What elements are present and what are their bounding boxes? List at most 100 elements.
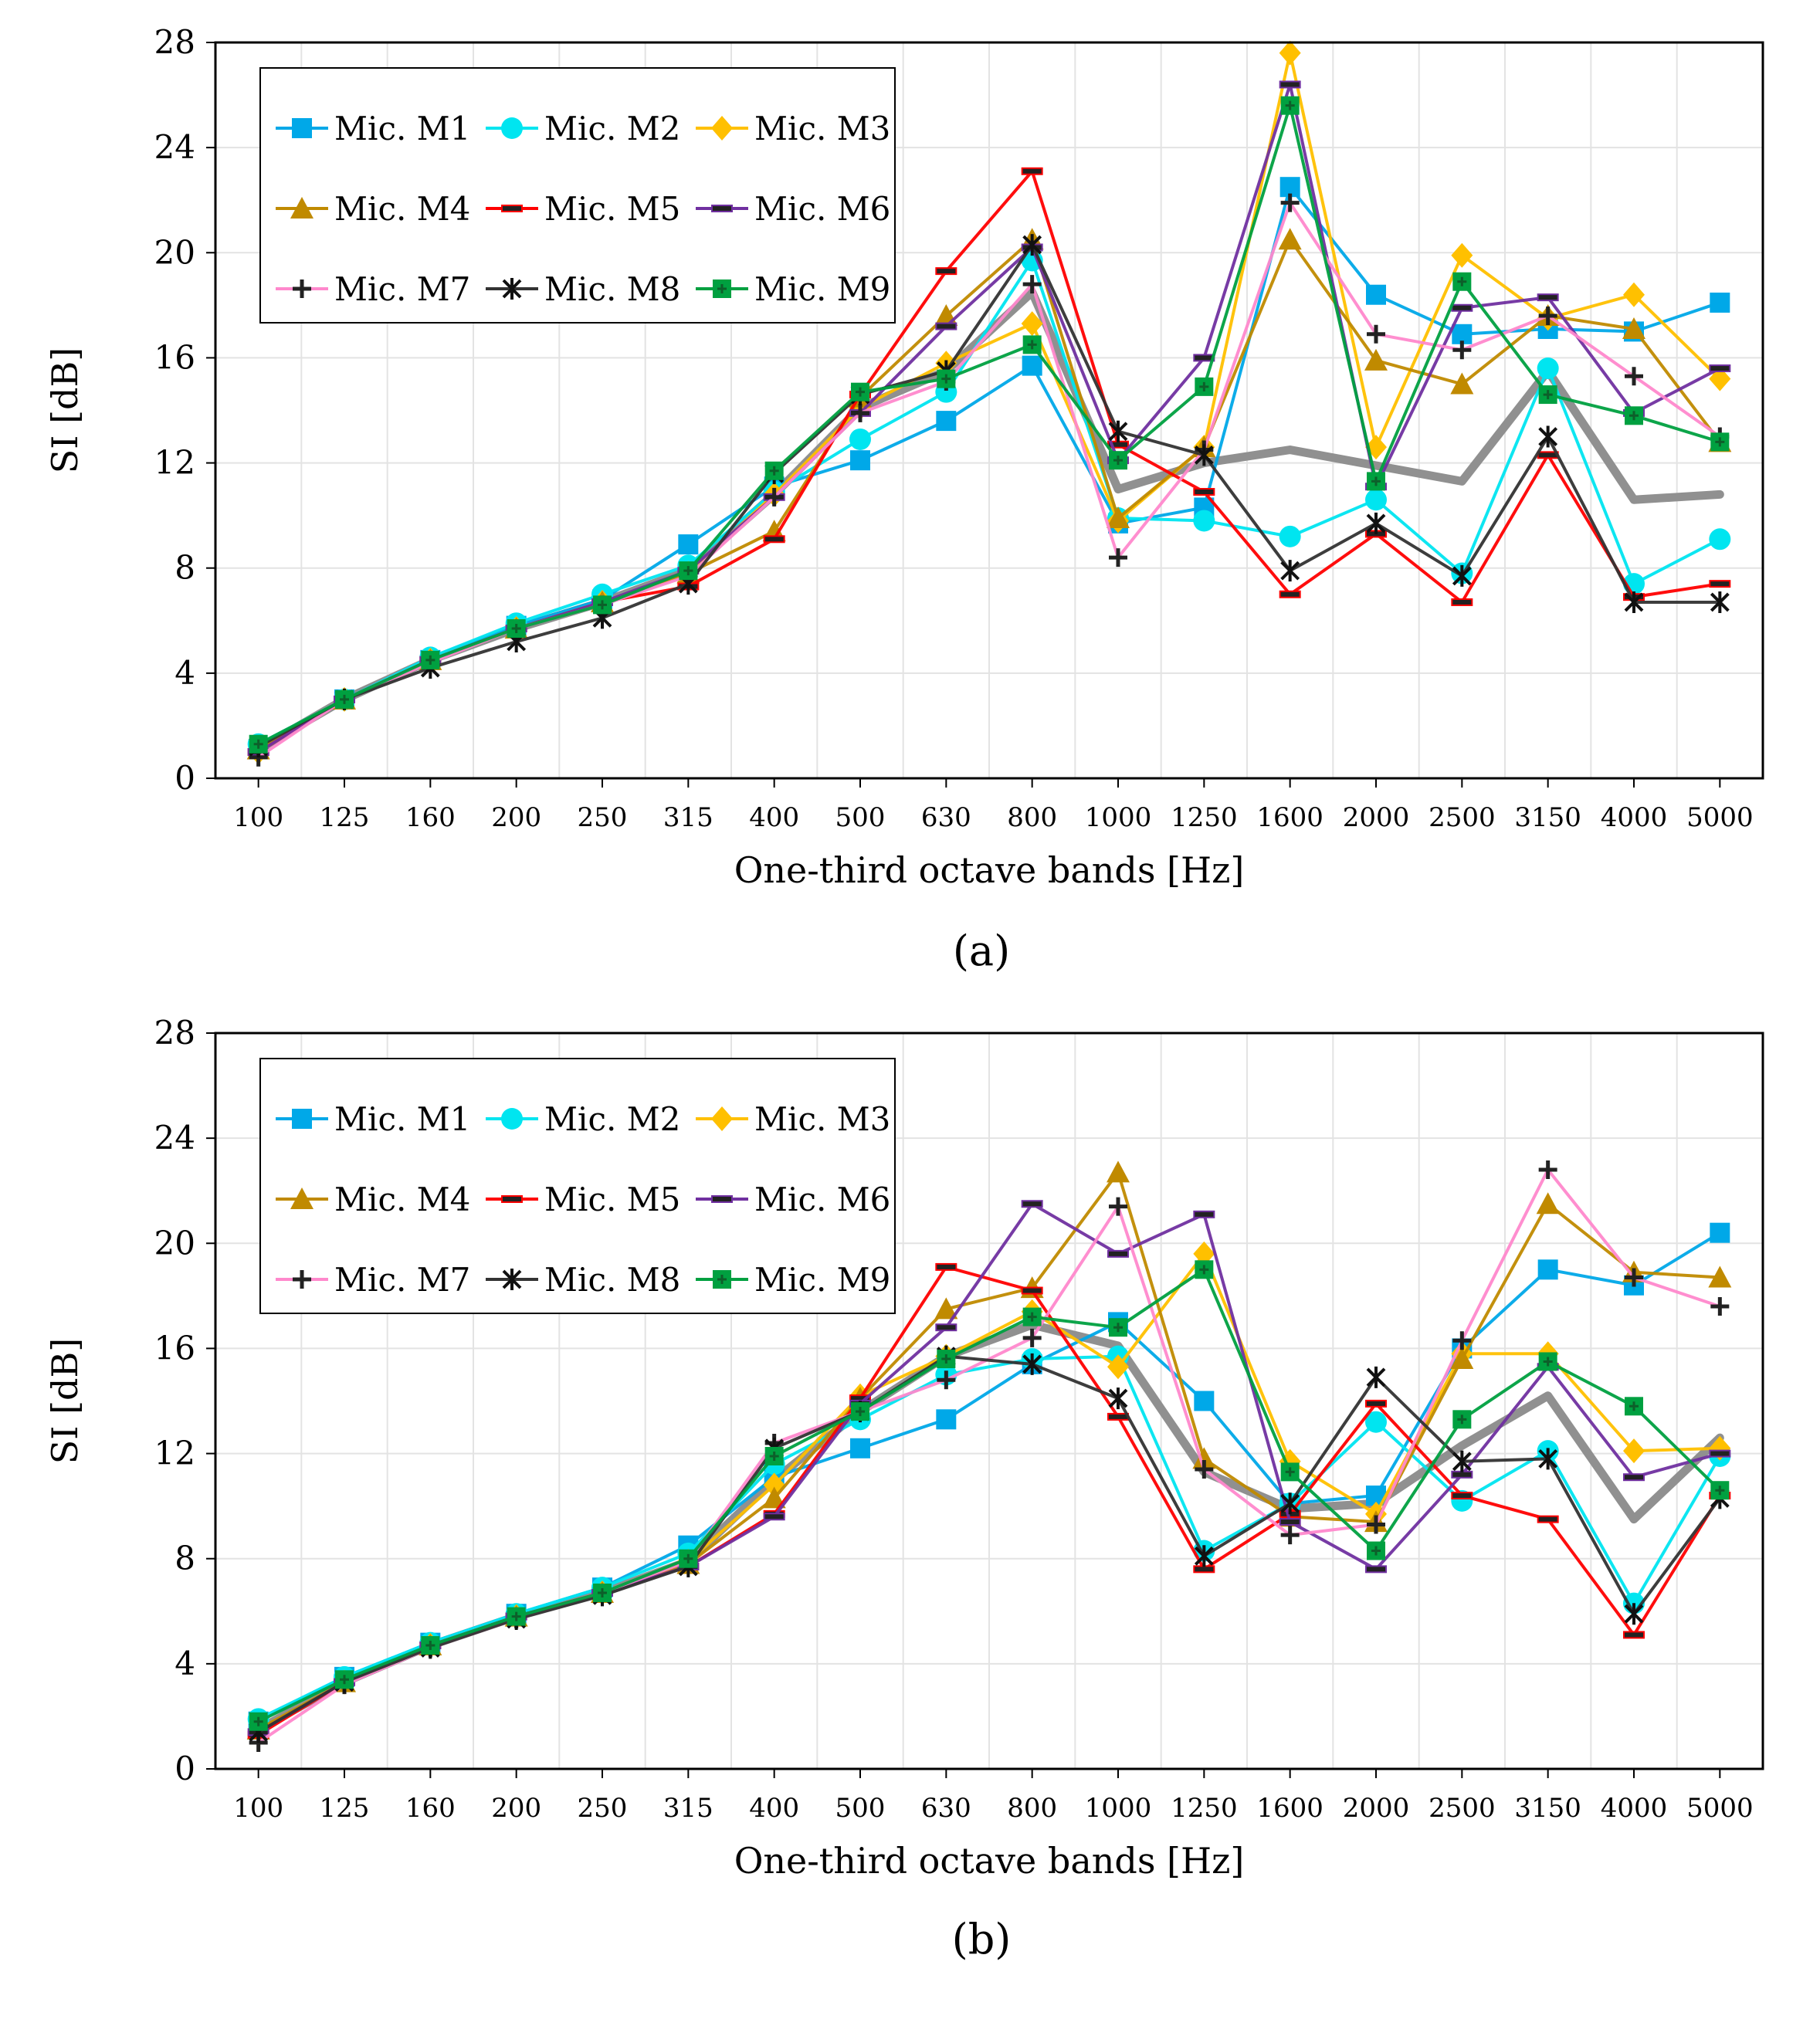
x-tick-label: 315: [663, 802, 713, 833]
legend-swatch-marker: [711, 1106, 733, 1131]
data-point: [1709, 1449, 1731, 1458]
data-point-glyph: [1371, 476, 1381, 486]
x-tick-label: 160: [405, 802, 456, 833]
legend-entry: Mic. M8: [486, 1261, 680, 1299]
y-axis: 0 4 8 12 16 20 24 28: [154, 1014, 215, 1787]
legend-swatch-marker: [501, 205, 523, 212]
data-point: [937, 1370, 956, 1390]
y-tick-label: 20: [154, 1224, 195, 1262]
x-tick-label: 400: [749, 802, 799, 833]
data-point: [1107, 1160, 1130, 1183]
data-point: [1022, 234, 1042, 256]
data-point: [1021, 311, 1043, 337]
legend-swatch-marker: [711, 1195, 733, 1203]
y-axis-title: SI [dB]: [44, 347, 86, 473]
data-point: [1708, 1265, 1732, 1288]
data-point: [1623, 1631, 1645, 1639]
series-line: [256, 103, 1722, 746]
data-point-glyph: [941, 374, 951, 384]
panel-caption: (a): [953, 927, 1010, 975]
x-tick-label: 500: [835, 802, 886, 833]
data-point: [1279, 590, 1301, 598]
legend-swatch-marker: [290, 1187, 314, 1209]
legend-entry: Mic. M8: [486, 270, 680, 308]
data-point: [1452, 564, 1472, 587]
data-point-glyph: [1629, 411, 1639, 421]
y-axis-title: SI [dB]: [44, 1338, 86, 1464]
y-tick-label: 4: [175, 1645, 195, 1682]
legend-label: Mic. M2: [544, 110, 680, 147]
data-point: [1625, 1268, 1643, 1287]
x-tick-label: 4000: [1601, 1793, 1668, 1824]
x-tick-label: 100: [233, 1793, 283, 1824]
y-tick-label: 12: [154, 1435, 195, 1472]
data-point: [1366, 1366, 1386, 1388]
x-tick-label: 630: [921, 1793, 971, 1824]
legend-swatch-marker: [711, 205, 733, 212]
data-point: [1623, 282, 1645, 307]
data-point: [1194, 1391, 1215, 1411]
legend-swatch-marker: [293, 280, 311, 298]
data-point: [851, 403, 869, 422]
chart-panel-b: 0 4 8 12 16 20 24 28 100 125 160 200 250 315 400 500 630…: [44, 1014, 1764, 1963]
y-tick-label: 24: [154, 128, 195, 166]
data-point-glyph: [511, 1611, 521, 1621]
legend-label: Mic. M6: [754, 1181, 890, 1218]
data-point: [1195, 1459, 1214, 1479]
data-point: [1451, 242, 1473, 268]
series-mic-m9: [249, 1260, 1730, 1731]
data-point: [1538, 1160, 1557, 1179]
data-point-glyph: [1543, 1357, 1553, 1367]
data-point-glyph: [1285, 1467, 1295, 1477]
data-point: [1452, 1450, 1472, 1472]
data-point: [1021, 167, 1043, 175]
legend-entry: Mic. M3: [696, 1100, 890, 1138]
legend-entry: Mic. M1: [276, 110, 470, 147]
plot-frame: [214, 41, 1764, 780]
data-point: [849, 428, 871, 450]
legend-swatch-marker: [502, 1269, 522, 1290]
data-point: [1623, 1473, 1645, 1482]
x-tick-label: 630: [921, 802, 971, 833]
x-tick-label: 4000: [1601, 802, 1668, 833]
data-point: [936, 411, 957, 432]
data-point-glyph: [598, 1587, 607, 1597]
data-point: [1625, 367, 1643, 386]
data-point: [1278, 228, 1302, 250]
series-line: [256, 185, 1722, 751]
data-point-glyph: [1113, 456, 1123, 466]
series-line: [256, 1268, 1722, 1723]
legend-entry: Mic. M9: [696, 270, 890, 308]
data-point-glyph: [1285, 100, 1295, 110]
panel-caption: (b): [952, 1915, 1012, 1963]
x-tick-label: 1000: [1085, 802, 1152, 833]
data-point: [1280, 1492, 1300, 1515]
legend-swatch-marker: [502, 278, 522, 300]
data-point: [762, 1486, 786, 1509]
legend-entry: Mic. M7: [276, 1261, 470, 1299]
legend-swatch-marker: [292, 118, 312, 138]
data-point: [1022, 275, 1042, 294]
legend-label: Mic. M5: [544, 190, 680, 228]
legend-label: Mic. M4: [334, 1181, 470, 1218]
y-tick-label: 16: [154, 1329, 195, 1367]
data-point: [1194, 1545, 1214, 1567]
legend-label: Mic. M9: [754, 270, 890, 308]
x-tick-label: 125: [320, 802, 370, 833]
legend-swatch-marker-glyph: [717, 1275, 727, 1284]
legend-label: Mic. M6: [754, 190, 890, 228]
legend-entry: Mic. M9: [696, 1261, 890, 1299]
x-tick-label: 200: [491, 802, 541, 833]
legend-label: Mic. M1: [334, 110, 470, 147]
data-point: [1108, 1387, 1128, 1410]
data-point: [1624, 591, 1644, 613]
data-point: [850, 450, 870, 471]
data-point-glyph: [1715, 437, 1725, 447]
data-point: [1710, 591, 1730, 613]
data-point: [1279, 80, 1301, 89]
data-point: [1709, 364, 1731, 373]
data-point: [936, 1409, 957, 1430]
legend-label: Mic. M1: [334, 1100, 470, 1138]
data-point-glyph: [1199, 381, 1209, 391]
